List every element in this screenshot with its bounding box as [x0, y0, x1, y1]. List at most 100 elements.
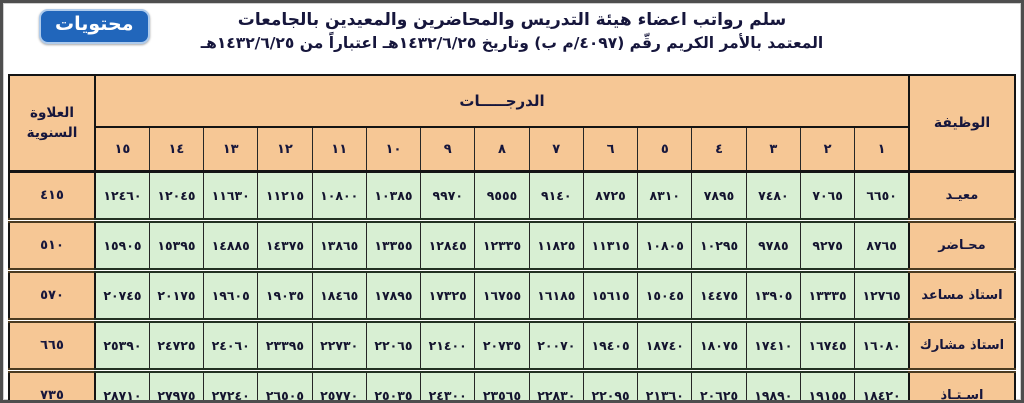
annual-increment-header-line1: العلاوة [30, 104, 74, 121]
grade-number-header: ٦ [582, 126, 639, 172]
grade-number-header: ١١ [311, 126, 367, 172]
salary-value-cell: ١٦٧٤٥ [799, 318, 856, 371]
salary-value-cell: ٧٠٦٥ [799, 170, 856, 221]
grades-column-group-header: الدرجـــــات [94, 74, 910, 128]
salary-value-cell: ١٢٨٤٥ [420, 218, 476, 271]
position-cell: استاذ مشارك [908, 318, 1016, 371]
salary-value-cell: ٢٢٧٣٠ [311, 318, 367, 371]
salary-value-cell: ١٩٦٠٥ [203, 268, 259, 321]
salary-value-cell: ١٩١٥٥ [799, 368, 856, 400]
salary-value-cell: ٢٤٧٢٥ [148, 318, 205, 371]
salary-value-cell: ٢٥٣٩٠ [94, 318, 150, 371]
salary-value-cell: ١٦٧٥٥ [474, 268, 530, 321]
salary-value-cell: ٢٤٠٦٠ [203, 318, 259, 371]
salary-value-cell: ١٤٨٨٥ [203, 218, 259, 271]
salary-value-cell: ٢٣٥٦٥ [474, 368, 530, 400]
salary-value-cell: ١٦١٨٥ [528, 268, 584, 321]
grade-number-header: ١٣ [203, 126, 259, 172]
grade-number-header: ١٤ [148, 126, 205, 172]
salary-value-cell: ٢٠٠٧٠ [528, 318, 584, 371]
grade-number-header: ٥ [637, 126, 693, 172]
salary-value-cell: ١٥٠٤٥ [637, 268, 693, 321]
salary-row: معيـد ٦٦٥٠ ٧٠٦٥ ٧٤٨٠ ٧٨٩٥ ٨٣١٠ ٨٧٢٥ ٩١٤٠ ٩٥٥٥ ٩٩٧… [8, 170, 1016, 221]
page-title: سلم رواتب اعضاء هيئة التدريس والمحاضرين … [237, 10, 787, 30]
salary-value-cell: ٧٨٩٥ [691, 170, 747, 221]
salary-value-cell: ١٨٤٦٥ [311, 268, 367, 321]
position-cell: اسـتـاذ [908, 368, 1016, 400]
grade-number-header: ١٠ [365, 126, 422, 172]
contents-badge-button[interactable]: محتويات [39, 9, 150, 44]
salary-value-cell: ١٥٦١٥ [582, 268, 639, 321]
salary-value-cell: ١٧٨٩٥ [365, 268, 422, 321]
salary-value-cell: ٦٦٥٠ [854, 170, 910, 221]
salary-value-cell: ٩١٤٠ [528, 170, 584, 221]
salary-value-cell: ١٠٨٠٥ [637, 218, 693, 271]
salary-row: محـاضر ٨٧٦٥ ٩٢٧٥ ٩٧٨٥ ١٠٢٩٥ ١٠٨٠٥ ١١٣١٥ ١١٨٢٥ ١٢… [8, 218, 1016, 271]
annual-increment-column-header: العلاوة السنوية [8, 74, 96, 172]
salary-value-cell: ١٣٩٠٥ [745, 268, 801, 321]
salary-value-cell: ٢٢٨٣٠ [528, 368, 584, 400]
annual-increment-cell: ٦٦٥ [8, 318, 96, 371]
salary-value-cell: ١٢٠٤٥ [148, 170, 205, 221]
salary-value-cell: ٢٧٢٤٠ [203, 368, 259, 400]
salary-value-cell: ١٣٣٣٥ [799, 268, 856, 321]
annual-increment-header-line2: السنوية [26, 125, 78, 141]
salary-value-cell: ٢٠١٧٥ [148, 268, 205, 321]
salary-value-cell: ٨٧٦٥ [854, 218, 910, 271]
salary-value-cell: ١٨٧٤٠ [637, 318, 693, 371]
salary-value-cell: ١٣٨٦٥ [311, 218, 367, 271]
salary-value-cell: ٩٥٥٥ [474, 170, 530, 221]
annual-increment-cell: ٤١٥ [8, 170, 96, 221]
salary-value-cell: ٢١٣٦٠ [637, 368, 693, 400]
salary-value-cell: ٢٠٦٢٥ [691, 368, 747, 400]
grade-number-header: ٣ [745, 126, 801, 172]
salary-value-cell: ١٧٣٢٥ [420, 268, 476, 321]
salary-value-cell: ١١٦٣٠ [203, 170, 259, 221]
salary-value-cell: ١٩٨٩٠ [745, 368, 801, 400]
salary-value-cell: ١٤٤٧٥ [691, 268, 747, 321]
grade-number-header: ١٥ [94, 126, 150, 172]
grade-number-header: ٩ [420, 126, 476, 172]
position-cell: استاذ مساعد [908, 268, 1016, 321]
salary-value-cell: ١٠٢٩٥ [691, 218, 747, 271]
salary-value-cell: ٢٠٧٣٥ [474, 318, 530, 371]
salary-value-cell: ١٥٩٠٥ [94, 218, 150, 271]
annual-increment-cell: ٧٣٥ [8, 368, 96, 400]
salary-row: استاذ مساعد ١٢٧٦٥ ١٣٣٣٥ ١٣٩٠٥ ١٤٤٧٥ ١٥٠٤٥ ١٥٦١… [8, 268, 1016, 321]
salary-value-cell: ٢٥٠٣٥ [365, 368, 422, 400]
salary-value-cell: ٢٦٥٠٥ [257, 368, 313, 400]
salary-value-cell: ١٨٤٢٠ [854, 368, 910, 400]
salary-value-cell: ١٧٤١٠ [745, 318, 801, 371]
salary-value-cell: ١٠٨٠٠ [311, 170, 367, 221]
salary-value-cell: ٩٢٧٥ [799, 218, 856, 271]
salary-value-cell: ١٢٤٦٠ [94, 170, 150, 221]
salary-value-cell: ٨٧٢٥ [582, 170, 639, 221]
salary-value-cell: ٩٩٧٠ [420, 170, 476, 221]
salary-value-cell: ٢٠٧٤٥ [94, 268, 150, 321]
salary-value-cell: ١٩٠٣٥ [257, 268, 313, 321]
page-subtitle: المعتمد بالأمر الكريم رقّم (٤٠٩٧/م ب) وت… [200, 34, 824, 52]
salary-value-cell: ١٦٠٨٠ [854, 318, 910, 371]
salary-value-cell: ٢٢٠٦٥ [365, 318, 422, 371]
position-cell: محـاضر [908, 218, 1016, 271]
grade-number-header: ١٢ [257, 126, 313, 172]
salary-value-cell: ٢٧٩٧٥ [148, 368, 205, 400]
position-cell: معيـد [908, 170, 1016, 221]
position-column-header: الوظيفة [908, 74, 1016, 172]
salary-value-cell: ١٥٣٩٥ [148, 218, 205, 271]
salary-value-cell: ٢٢٠٩٥ [582, 368, 639, 400]
grade-number-header: ٨ [474, 126, 530, 172]
salary-table-body: معيـد ٦٦٥٠ ٧٠٦٥ ٧٤٨٠ ٧٨٩٥ ٨٣١٠ ٨٧٢٥ ٩١٤٠ ٩٥٥٥ ٩٩٧… [8, 170, 1016, 400]
salary-value-cell: ١١٢١٥ [257, 170, 313, 221]
salary-value-cell: ١١٣١٥ [582, 218, 639, 271]
salary-value-cell: ٧٤٨٠ [745, 170, 801, 221]
salary-row: اسـتـاذ ١٨٤٢٠ ١٩١٥٥ ١٩٨٩٠ ٢٠٦٢٥ ٢١٣٦٠ ٢٢٠٩٥ ٢٢٨… [8, 368, 1016, 400]
grade-numbers-row: ١ ٢ ٣ ٤ ٥ ٦ ٧ ٨ ٩ ١٠ ١١ ١٢ ١٣ ١٤ ١٥ [9, 126, 1015, 172]
salary-value-cell: ١٢٣٣٥ [474, 218, 530, 271]
annual-increment-cell: ٥١٠ [8, 218, 96, 271]
salary-value-cell: ٢٣٣٩٥ [257, 318, 313, 371]
grade-number-header: ٧ [528, 126, 584, 172]
